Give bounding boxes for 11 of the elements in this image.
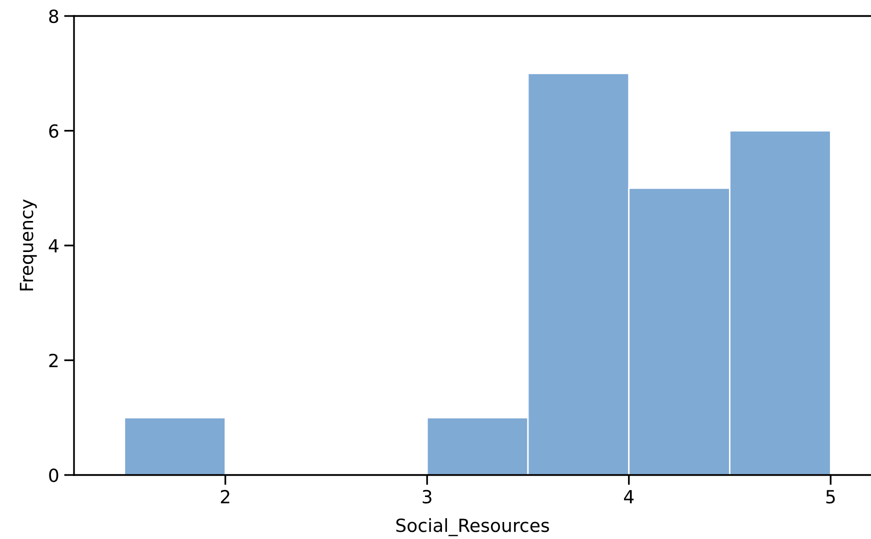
y-tick-label: 2 xyxy=(49,354,58,368)
y-tick-label: 0 xyxy=(49,468,58,482)
x-tick-label: 3 xyxy=(422,490,432,504)
y-tick-label: 8 xyxy=(49,9,58,24)
x-tick-label: 2 xyxy=(220,490,230,504)
y-tick-label: 6 xyxy=(49,124,58,138)
x-tick-label: 5 xyxy=(826,490,835,504)
y-axis-title: Frequency xyxy=(20,199,37,290)
y-tick-label: 4 xyxy=(48,239,58,252)
x-tick-label: 4 xyxy=(624,490,634,504)
x-axis-title: Social_Resources xyxy=(396,518,549,536)
